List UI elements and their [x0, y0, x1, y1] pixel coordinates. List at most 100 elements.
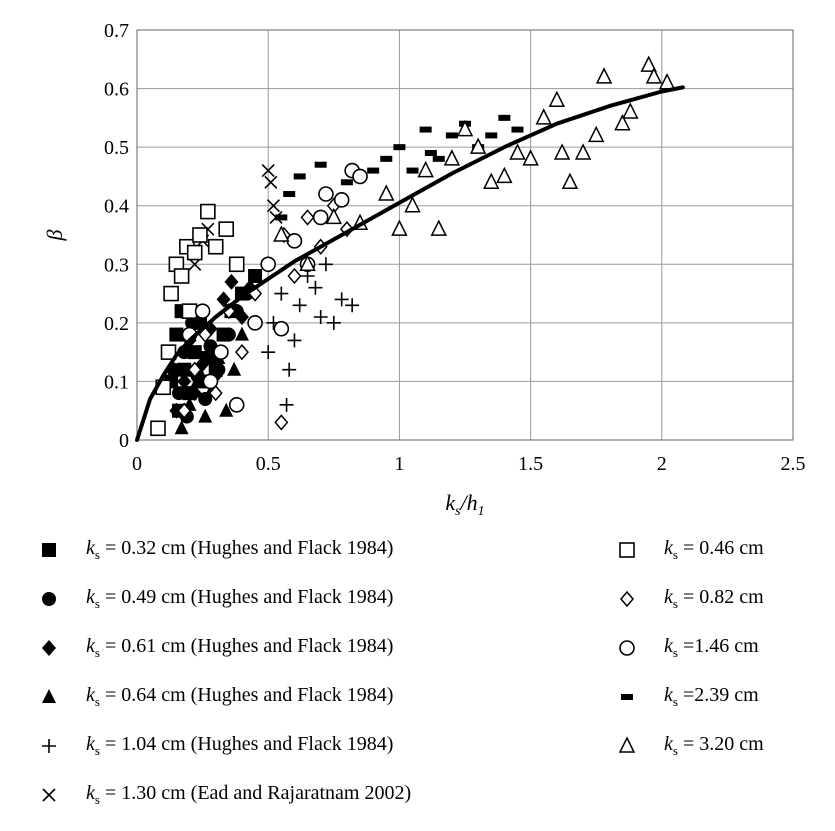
- legend-label: ks = 1.04 cm (Hughes and Flack 1984): [86, 733, 394, 758]
- data-point: [318, 257, 333, 272]
- data-point: [264, 175, 278, 189]
- legend-item: ks = 0.64 cm (Hughes and Flack 1984): [34, 675, 393, 719]
- legend-label: ks = 3.20 cm: [664, 733, 764, 758]
- data-point: [202, 373, 219, 390]
- legend-item: ks = 0.82 cm: [612, 577, 764, 621]
- data-point: [318, 186, 334, 202]
- data-point: [187, 361, 202, 378]
- data-point: [213, 344, 229, 360]
- plot-frame: [136, 29, 794, 441]
- data-point: [274, 414, 289, 431]
- data-point: [177, 402, 192, 419]
- legend-marker: [42, 739, 56, 753]
- y-tick-label: 0.5: [104, 137, 129, 159]
- data-point: [378, 184, 395, 201]
- legend-marker-icon: [34, 780, 64, 810]
- data-point: [417, 160, 434, 178]
- legend-label: ks = 0.64 cm (Hughes and Flack 1984): [86, 684, 394, 709]
- data-point: [393, 144, 406, 151]
- data-point: [160, 344, 177, 360]
- legend-label: ks = 0.61 cm (Hughes and Flack 1984): [86, 635, 394, 660]
- data-point: [266, 199, 281, 213]
- data-point: [228, 397, 245, 413]
- data-point: [334, 292, 349, 307]
- legend-item: ks = 0.46 cm: [612, 528, 764, 572]
- legend-marker: [42, 788, 56, 802]
- data-point: [279, 397, 294, 412]
- data-point: [308, 280, 323, 295]
- legend-marker: [42, 592, 56, 606]
- data-point: [186, 244, 203, 261]
- data-point: [283, 191, 296, 197]
- series-ks-104: [261, 257, 360, 412]
- legend-item: ks = 0.32 cm (Hughes and Flack 1984): [34, 528, 393, 572]
- data-point: [614, 114, 631, 131]
- legend-marker: [619, 640, 635, 656]
- data-point: [227, 361, 242, 376]
- data-point: [595, 67, 613, 84]
- legend-marker: [618, 736, 636, 753]
- series-ks-046: [150, 203, 245, 437]
- data-point: [286, 233, 303, 249]
- data-point: [380, 155, 393, 162]
- data-point: [640, 55, 657, 72]
- data-point: [292, 298, 307, 313]
- data-point: [548, 90, 566, 108]
- data-point: [282, 362, 297, 377]
- data-point: [169, 327, 184, 342]
- legend: ks = 0.32 cm (Hughes and Flack 1984) ks =…: [0, 528, 835, 828]
- fit-line: [135, 85, 685, 442]
- legend-label: ks =2.39 cm: [664, 684, 759, 709]
- y-tick-label: 0.7: [104, 20, 129, 42]
- x-tick-label: 0: [132, 453, 142, 475]
- data-point: [485, 132, 498, 139]
- data-point: [345, 298, 360, 313]
- data-point: [177, 362, 192, 377]
- data-point: [419, 126, 432, 133]
- data-point: [314, 161, 327, 168]
- data-point: [150, 420, 166, 437]
- data-point: [445, 132, 458, 139]
- data-point: [326, 315, 341, 330]
- data-point: [273, 320, 290, 337]
- data-point: [299, 254, 316, 272]
- series-ks-064: [174, 326, 249, 435]
- data-point: [228, 256, 245, 273]
- legend-label: ks = 0.49 cm (Hughes and Flack 1984): [86, 586, 394, 611]
- data-point: [430, 219, 447, 236]
- data-point: [247, 315, 263, 331]
- legend-marker-icon: [34, 633, 64, 663]
- data-point: [198, 408, 213, 423]
- legend-marker: [620, 590, 634, 608]
- data-point: [261, 164, 275, 178]
- data-point: [587, 125, 605, 143]
- data-point: [333, 192, 350, 208]
- data-point: [522, 149, 539, 166]
- data-point: [275, 214, 288, 221]
- data-point: [260, 256, 277, 273]
- x-tick-label: 0.5: [256, 453, 281, 475]
- data-point: [553, 143, 571, 160]
- data-point: [340, 179, 353, 186]
- legend-marker-icon: [612, 633, 642, 663]
- legend-marker-icon: [612, 584, 642, 614]
- data-point: [300, 209, 315, 226]
- legend-item: ks = 0.49 cm (Hughes and Flack 1984): [34, 577, 393, 621]
- legend-marker-icon: [34, 731, 64, 761]
- legend-marker-icon: [612, 535, 642, 565]
- data-point: [511, 126, 524, 133]
- data-point: [645, 67, 663, 84]
- legend-marker-icon: [34, 682, 64, 712]
- data-point: [432, 155, 445, 162]
- data-point: [325, 207, 343, 225]
- legend-label: ks = 1.30 cm (Ead and Rajaratnam 2002): [86, 782, 412, 807]
- data-point: [293, 173, 306, 180]
- data-point: [234, 309, 249, 325]
- data-point: [313, 310, 328, 324]
- data-point: [443, 149, 461, 166]
- chart-area: 0 0.5 1 1.5 2 2.5 0 0.1 0.2 0.3 0.4 0.5 0.6 0.7 ks/h1 β: [42, 20, 806, 519]
- legend-label: ks = 0.46 cm: [664, 537, 764, 562]
- legend-marker: [42, 689, 56, 703]
- legend-label: ks =1.46 cm: [664, 635, 759, 660]
- legend-item: ks = 3.20 cm: [612, 724, 764, 768]
